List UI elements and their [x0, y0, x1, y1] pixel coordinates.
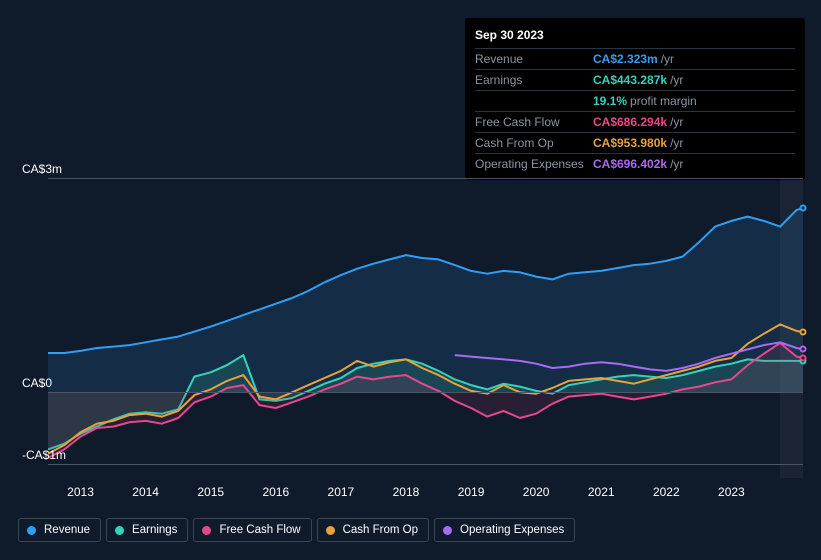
- tooltip-label: Free Cash Flow: [475, 115, 593, 129]
- chart-svg: [48, 178, 803, 478]
- series-end-dot: [800, 329, 807, 336]
- grid-line: [48, 464, 803, 465]
- tooltip-suffix: /yr: [670, 73, 683, 87]
- legend-label: Earnings: [132, 524, 177, 536]
- tooltip-row: 19.1%profit margin: [475, 90, 795, 111]
- tooltip-label: Cash From Op: [475, 136, 593, 150]
- legend-label: Operating Expenses: [460, 524, 564, 536]
- x-axis-label: 2022: [653, 485, 680, 499]
- tooltip-row: Free Cash FlowCA$686.294k/yr: [475, 111, 795, 132]
- tooltip-row: RevenueCA$2.323m/yr: [475, 48, 795, 69]
- x-axis-label: 2023: [718, 485, 745, 499]
- x-axis-label: 2018: [393, 485, 420, 499]
- tooltip-label: [475, 94, 593, 108]
- tooltip-date: Sep 30 2023: [475, 24, 795, 48]
- x-axis-label: 2014: [132, 485, 159, 499]
- legend-label: Cash From Op: [343, 524, 418, 536]
- series-end-dot: [800, 355, 807, 362]
- x-axis-label: 2013: [67, 485, 94, 499]
- legend-dot: [27, 526, 36, 535]
- legend-item[interactable]: Operating Expenses: [434, 518, 575, 542]
- y-axis-label: CA$0: [22, 376, 52, 390]
- legend-item[interactable]: Cash From Op: [317, 518, 429, 542]
- legend-label: Revenue: [44, 524, 90, 536]
- tooltip-label: Revenue: [475, 52, 593, 66]
- x-axis-label: 2019: [458, 485, 485, 499]
- legend-dot: [115, 526, 124, 535]
- legend-dot: [443, 526, 452, 535]
- tooltip-row: Cash From OpCA$953.980k/yr: [475, 132, 795, 153]
- tooltip-value: 19.1%: [593, 94, 627, 108]
- legend-item[interactable]: Revenue: [18, 518, 101, 542]
- tooltip-value: CA$686.294k: [593, 115, 667, 129]
- tooltip-suffix: /yr: [670, 136, 683, 150]
- x-axis-label: 2021: [588, 485, 615, 499]
- tooltip-suffix: profit margin: [630, 94, 697, 108]
- tooltip-suffix: /yr: [661, 52, 674, 66]
- x-axis-label: 2015: [197, 485, 224, 499]
- tooltip-value: CA$953.980k: [593, 136, 667, 150]
- tooltip-value: CA$2.323m: [593, 52, 658, 66]
- legend-item[interactable]: Free Cash Flow: [193, 518, 311, 542]
- y-axis-label: CA$3m: [22, 162, 62, 176]
- series-end-dot: [800, 205, 807, 212]
- tooltip-value: CA$443.287k: [593, 73, 667, 87]
- legend-dot: [326, 526, 335, 535]
- legend-label: Free Cash Flow: [219, 524, 300, 536]
- legend-item[interactable]: Earnings: [106, 518, 188, 542]
- x-axis-label: 2020: [523, 485, 550, 499]
- x-axis-label: 2017: [328, 485, 355, 499]
- tooltip-suffix: /yr: [670, 115, 683, 129]
- tooltip-label: Earnings: [475, 73, 593, 87]
- grid-line: [48, 178, 803, 179]
- chart-area: 2013 2014 2015 2016 2017 2018 2019 2020 2021 2022…: [18, 160, 803, 500]
- chart-plot[interactable]: [48, 178, 803, 478]
- y-axis-label: -CA$1m: [22, 448, 66, 462]
- series-end-dot: [800, 346, 807, 353]
- legend: Revenue Earnings Free Cash Flow Cash From O…: [18, 518, 575, 542]
- tooltip-row: EarningsCA$443.287k/yr: [475, 69, 795, 90]
- data-tooltip: Sep 30 2023 RevenueCA$2.323m/yrEarningsC…: [465, 18, 805, 180]
- legend-dot: [202, 526, 211, 535]
- grid-line: [48, 392, 803, 393]
- x-axis-label: 2016: [262, 485, 289, 499]
